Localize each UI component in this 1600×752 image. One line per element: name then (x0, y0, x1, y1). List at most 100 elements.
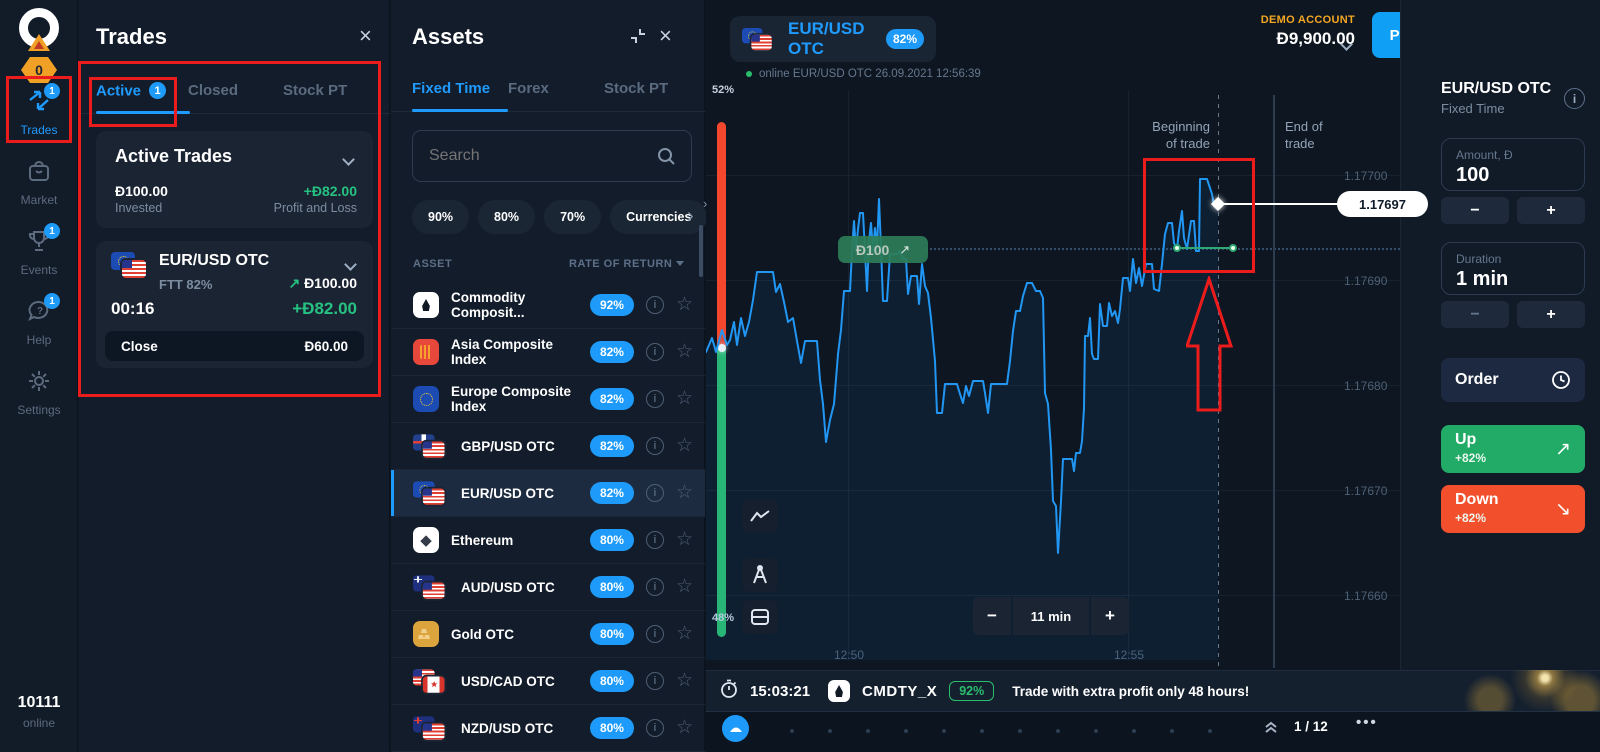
favorite-star-icon[interactable]: ☆ (675, 294, 693, 315)
favorite-star-icon[interactable]: ☆ (675, 341, 693, 362)
close-trade-button[interactable]: Close Đ60.00 (105, 331, 364, 361)
asset-row-audusd[interactable]: AUD/USD OTC 80% i ☆ (391, 564, 705, 611)
trade-card[interactable]: EUR/USD OTC FTT 82% ↗ Đ100.00 00:16 +Đ82… (96, 241, 373, 368)
tab-forex[interactable]: Forex (508, 80, 549, 97)
info-icon[interactable]: i (645, 343, 664, 361)
active-trades-summary-card[interactable]: Active Trades Đ100.00 Invested +Đ82.00 P… (96, 131, 373, 228)
timeframe-value[interactable]: 11 min (1013, 597, 1089, 635)
collapse-icon[interactable] (629, 28, 647, 49)
story-dot[interactable] (828, 729, 832, 733)
favorite-star-icon[interactable]: ☆ (675, 388, 693, 409)
story-dot[interactable] (790, 729, 794, 733)
chip-currencies[interactable]: Currencies (610, 200, 708, 234)
order-button[interactable]: Order (1441, 358, 1585, 402)
chart-asset-selector[interactable]: EUR/USD OTC 82% (730, 16, 936, 62)
down-arrow-icon: ↘ (1555, 498, 1571, 520)
duration-minus-button[interactable]: − (1441, 301, 1509, 328)
asset-row-asia[interactable]: Asia Composite Index 82% i ☆ (391, 329, 705, 376)
trade-type: FTT 82% (159, 277, 213, 292)
info-icon[interactable]: i (645, 484, 664, 502)
sidebar-item-market[interactable]: Market (0, 158, 78, 207)
story-active-button[interactable] (722, 715, 749, 742)
chips-more-chevron[interactable]: › (687, 205, 694, 227)
info-icon[interactable]: i (645, 531, 664, 549)
story-dot[interactable] (980, 729, 984, 733)
chart-type-button[interactable] (742, 499, 778, 533)
duration-plus-button[interactable]: + (1517, 301, 1585, 328)
chip-70[interactable]: 70% (544, 200, 602, 234)
favorite-star-icon[interactable]: ☆ (675, 529, 693, 550)
story-dot[interactable] (1094, 729, 1098, 733)
tab-stock-pt[interactable]: Stock PT (283, 82, 348, 100)
layout-button[interactable] (742, 600, 778, 634)
amount-minus-button[interactable]: − (1441, 197, 1509, 224)
info-icon[interactable]: i (645, 390, 664, 408)
favorite-star-icon[interactable]: ☆ (675, 670, 693, 691)
sidebar-item-trades[interactable]: 1 Trades (0, 83, 78, 137)
story-dot[interactable] (1208, 729, 1212, 733)
account-switcher[interactable]: DEMO ACCOUNT Đ9,900.00 (1215, 14, 1355, 49)
account-chevron-icon[interactable] (1340, 36, 1353, 54)
sidebar-item-events[interactable]: 1 Events (0, 223, 78, 277)
favorite-star-icon[interactable]: ☆ (675, 623, 693, 644)
story-dot[interactable] (1056, 729, 1060, 733)
story-dot[interactable] (942, 729, 946, 733)
assets-scrollbar[interactable] (699, 225, 703, 277)
asset-row-nzdusd[interactable]: NZD/USD OTC 80% i ☆ (391, 705, 705, 752)
info-icon[interactable]: i (645, 437, 664, 455)
favorite-star-icon[interactable]: ☆ (675, 576, 693, 597)
tab-active[interactable]: Active 1 (96, 82, 188, 100)
tab-closed[interactable]: Closed (188, 82, 239, 100)
story-dot[interactable] (904, 729, 908, 733)
info-icon[interactable]: i (645, 719, 664, 737)
sidebar-item-help[interactable]: ? 1 Help (0, 293, 78, 347)
sidebar-item-settings[interactable]: Settings (0, 368, 78, 417)
info-icon[interactable]: i (645, 578, 664, 596)
chart-area[interactable]: 1.17700 1.17690 1.17680 1.17670 1.17660 … (703, 0, 1400, 668)
search-input[interactable] (429, 147, 657, 165)
trades-label: Trades (20, 123, 58, 137)
trade-amount-tag[interactable]: Đ100 ↗ (838, 236, 928, 263)
control-asset-type: Fixed Time (1441, 101, 1505, 116)
story-dot[interactable] (1018, 729, 1022, 733)
eurusd-flag-icon (413, 480, 445, 505)
asset-search-box[interactable] (412, 130, 692, 182)
more-options-icon[interactable]: ••• (1356, 714, 1378, 731)
drawing-tools-button[interactable] (742, 558, 778, 592)
favorite-star-icon[interactable]: ☆ (675, 482, 693, 503)
panel-expand-chevron[interactable]: › (703, 196, 708, 211)
info-icon[interactable]: i (645, 672, 664, 690)
page-indicator: 1 / 12 (1294, 719, 1328, 734)
asset-row-usdcad[interactable]: USD/CAD OTC 80% i ☆ (391, 658, 705, 705)
tab-fixed-time[interactable]: Fixed Time (412, 80, 491, 97)
info-icon[interactable]: i (645, 625, 664, 643)
asset-row-gold[interactable]: Gold OTC 80% i ☆ (391, 611, 705, 658)
chip-90[interactable]: 90% (412, 200, 470, 234)
col-header-rate[interactable]: RATE OF RETURN (569, 258, 684, 270)
amount-plus-button[interactable]: + (1517, 197, 1585, 224)
asset-row-gbpusd[interactable]: GBP/USD OTC 82% i ☆ (391, 423, 705, 470)
favorite-star-icon[interactable]: ☆ (675, 435, 693, 456)
trades-panel-close-icon[interactable]: × (359, 23, 372, 48)
info-icon[interactable]: i (645, 296, 664, 314)
favorite-star-icon[interactable]: ☆ (675, 717, 693, 738)
down-button[interactable]: Down +82% ↘ (1441, 485, 1585, 533)
assets-panel-close-icon[interactable]: × (659, 23, 672, 48)
chip-80[interactable]: 80% (478, 200, 536, 234)
amount-field[interactable]: Amount, Đ 100 (1441, 138, 1585, 191)
story-dot[interactable] (1170, 729, 1174, 733)
asset-info-icon[interactable]: i (1564, 88, 1585, 109)
zoom-out-button[interactable]: − (973, 597, 1011, 635)
asset-row-commodity[interactable]: Commodity Composit... 92% i ☆ (391, 282, 705, 329)
story-dot[interactable] (1132, 729, 1136, 733)
annotation-up-arrow (1186, 276, 1234, 412)
asset-row-ethereum[interactable]: ◆ Ethereum 80% i ☆ (391, 517, 705, 564)
up-button[interactable]: Up +82% ↗ (1441, 425, 1585, 473)
collapse-chevrons-icon[interactable] (1262, 718, 1280, 741)
asset-row-eurusd-selected[interactable]: EUR/USD OTC 82% i ☆ (391, 470, 705, 517)
zoom-in-button[interactable]: + (1091, 597, 1129, 635)
asset-row-europe[interactable]: Europe Composite Index 82% i ☆ (391, 376, 705, 423)
story-dot[interactable] (866, 729, 870, 733)
tab-stock-pt-assets[interactable]: Stock PT (604, 80, 669, 97)
duration-field[interactable]: Duration 1 min (1441, 242, 1585, 295)
